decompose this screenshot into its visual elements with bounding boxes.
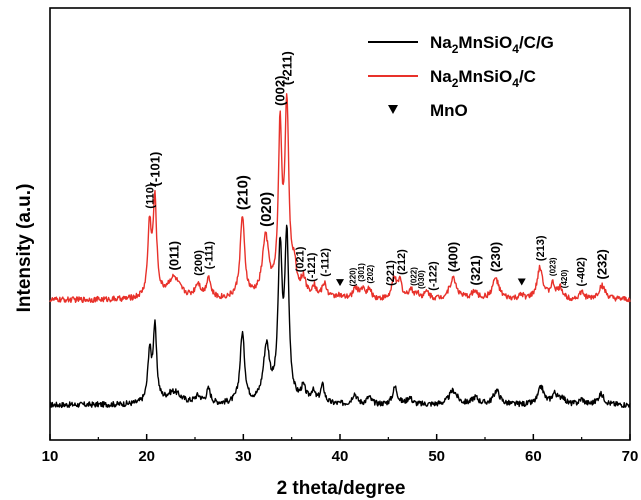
legend: Na2​MnSiO4​/C/G Na2​MnSiO4​/C MnO — [368, 33, 554, 120]
peak-label: (232) — [595, 249, 610, 279]
peak-labels: (110)(-101) (011) (200)(-111) (210) (020) (00… — [144, 51, 609, 291]
peak-label: (301) — [357, 263, 366, 282]
x-tick-label: 20 — [138, 448, 155, 465]
peak-label: (210) — [235, 175, 252, 210]
peak-label: (021) — [294, 246, 306, 272]
legend-label: Na2​MnSiO4​/C/G — [430, 33, 554, 56]
peak-label: (420) — [560, 269, 569, 288]
peak-label: (002) — [273, 76, 288, 106]
peak-label: (023) — [549, 257, 558, 276]
peak-label: (022) — [409, 267, 418, 286]
y-axis-label: Intensity (a.u.) — [14, 184, 35, 313]
peak-label: (-122) — [428, 261, 440, 291]
peak-label: (011) — [166, 241, 181, 271]
peak-label: (030) — [417, 270, 426, 289]
x-tick-label: 30 — [235, 448, 252, 465]
x-tick-label: 10 — [42, 448, 59, 465]
series-traces — [49, 93, 631, 409]
plot-area — [49, 7, 631, 441]
mno-marker — [517, 278, 526, 286]
peak-label: (230) — [488, 242, 503, 272]
series-line-c-g — [49, 224, 631, 409]
x-axis-ticks: 10 20 30 40 50 60 70 — [42, 434, 639, 465]
peak-label: (020) — [258, 192, 275, 227]
mno-marker — [336, 279, 344, 287]
peak-label: (400) — [446, 242, 461, 272]
x-tick-label: 70 — [622, 448, 639, 465]
legend-label: MnO — [430, 101, 468, 120]
peak-label: (-121) — [306, 252, 318, 282]
peak-label: (-402) — [576, 257, 588, 287]
peak-label: (220) — [348, 267, 357, 286]
peak-label: (110) — [144, 183, 156, 208]
x-tick-label: 40 — [332, 448, 349, 465]
peak-label: (-111) — [203, 241, 215, 269]
peak-label: (221) — [385, 260, 397, 286]
peak-label: (-101) — [147, 152, 162, 187]
peak-label: (202) — [366, 264, 375, 283]
peak-label: (-112) — [319, 248, 331, 277]
peak-label: (212) — [396, 249, 408, 275]
x-axis-label: 2 theta/degree — [277, 478, 406, 499]
peak-label: (200) — [193, 250, 205, 276]
plot-frame — [49, 7, 631, 441]
peak-label: (321) — [468, 255, 483, 285]
peak-label: (213) — [535, 235, 547, 261]
x-tick-label: 60 — [525, 448, 542, 465]
peak-label: (-211) — [279, 51, 294, 85]
mno-markers — [336, 278, 526, 287]
x-tick-label: 50 — [428, 448, 445, 465]
series-line-c — [49, 93, 631, 304]
legend-swatch — [388, 105, 398, 114]
legend-label: Na2​MnSiO4​/C — [430, 67, 536, 90]
